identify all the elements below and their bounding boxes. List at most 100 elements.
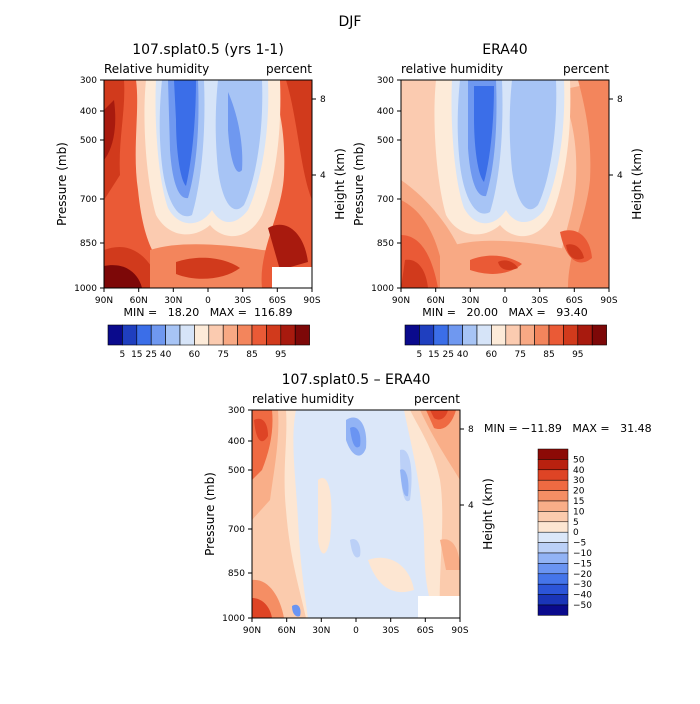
- panel-era40-y2tick-8: 8: [617, 95, 623, 105]
- panel-diff-colorbar-label: 5: [573, 518, 579, 528]
- panel-model-stats: MIN = 18.20 MAX = 116.89: [124, 306, 293, 319]
- panel-model-xtick-60s: 60S: [269, 296, 286, 306]
- panel-diff-colorbar-label: 30: [573, 476, 585, 486]
- panel-model-xtick-90s: 90S: [303, 296, 320, 306]
- panel-model-y2ticks: 8 4: [312, 95, 326, 181]
- panel-diff-ytick-500: 500: [228, 466, 245, 476]
- panel-era40-ytick-500: 500: [377, 136, 394, 146]
- panel-era40-right-label: percent: [563, 62, 609, 76]
- panel-model-colorbar-swatch: [294, 324, 310, 346]
- panel-model-colorbar-swatch: [222, 324, 238, 346]
- panel-diff-xtick-30s: 30S: [382, 626, 399, 636]
- panel-model-colorbar-swatch: [136, 324, 152, 346]
- panel-diff-colorbar-label: −30: [573, 580, 592, 590]
- panel-model-colorbar-label: 15: [131, 350, 142, 360]
- panel-diff-xtick-60s: 60S: [417, 626, 434, 636]
- panel-diff-colorbar-label: 50: [573, 455, 585, 465]
- figure-title: DJF: [339, 14, 362, 30]
- panel-model-ylabel: Pressure (mb): [55, 142, 69, 226]
- panel-era40-colorbar-label: 5: [417, 350, 423, 360]
- panel-era40-colorbar-swatch: [505, 324, 521, 346]
- panel-era40-colorbar-swatch: [476, 324, 492, 346]
- panel-era40-xtick-90s: 90S: [600, 296, 617, 306]
- panel-diff-colorbar-label: 40: [573, 466, 585, 476]
- panel-diff-y2tick-4: 4: [468, 501, 474, 511]
- panel-diff-colorbar-swatch: [537, 490, 569, 502]
- panel-diff-colorbar-swatch: [537, 552, 569, 564]
- panel-model-y2tick-8: 8: [320, 95, 326, 105]
- panel-model-left-label: Relative humidity: [104, 62, 209, 76]
- panel-era40-ytick-700: 700: [377, 195, 394, 205]
- panel-diff-y2ticks: 8 4: [460, 425, 474, 511]
- panel-diff-colorbar-swatch: [537, 583, 569, 595]
- panel-diff-colorbar-swatch: [537, 563, 569, 575]
- panel-era40-y2ticks: 8 4: [609, 95, 623, 181]
- panel-diff-colorbar-swatch: [537, 521, 569, 533]
- panel-model-ytick-300: 300: [80, 76, 97, 86]
- panel-model-colorbar: 5 15 25 40 60 75 85 95: [107, 324, 310, 360]
- panel-diff: 107.splat0.5 – ERA40 relative humidity p…: [203, 372, 652, 636]
- panel-diff-ytick-700: 700: [228, 525, 245, 535]
- panel-diff-left-label: relative humidity: [252, 392, 354, 406]
- panel-era40-ytick-1000: 1000: [371, 284, 394, 294]
- panel-model-colorbar-swatch: [122, 324, 138, 346]
- panel-model-colorbar-swatch: [150, 324, 166, 346]
- panel-model-y2label: Height (km): [333, 148, 347, 219]
- panel-diff-xtick-90s: 90S: [451, 626, 468, 636]
- panel-diff-title: 107.splat0.5 – ERA40: [282, 372, 431, 388]
- panel-diff-colorbar-swatch: [537, 448, 569, 460]
- panel-diff-colorbar-label: 15: [573, 497, 584, 507]
- panel-model-colorbar-label: 25: [145, 350, 156, 360]
- panel-era40-colorbar-label: 85: [543, 350, 554, 360]
- panel-era40-title: ERA40: [482, 42, 527, 58]
- panel-diff-colorbar-swatch: [537, 511, 569, 523]
- panel-era40-colorbar-swatch: [419, 324, 435, 346]
- panel-era40-colorbar-swatch: [577, 324, 593, 346]
- panel-diff-contours: [252, 410, 460, 618]
- panel-model-y2tick-4: 4: [320, 171, 326, 181]
- panel-era40-colorbar-swatch: [519, 324, 535, 346]
- panel-era40-xtick-60s: 60S: [566, 296, 583, 306]
- panel-diff-colorbar-swatch: [537, 531, 569, 543]
- panel-era40-stats: MIN = 20.00 MAX = 93.40: [422, 306, 587, 319]
- panel-era40-colorbar-swatch: [591, 324, 607, 346]
- panel-era40-colorbar-swatch: [404, 324, 420, 346]
- panel-diff-colorbar-swatch: [537, 469, 569, 481]
- panel-model-xtick-0: 0: [205, 296, 211, 306]
- panel-diff-ylabel: Pressure (mb): [203, 472, 217, 556]
- panel-model: 107.splat0.5 (yrs 1-1) Relative humidity…: [55, 42, 347, 360]
- panel-diff-colorbar-swatch: [537, 500, 569, 512]
- panel-model-colorbar-swatch: [208, 324, 224, 346]
- panel-era40-y2label: Height (km): [630, 148, 644, 219]
- panel-era40-colorbar: 5 15 25 40 60 75 85 95: [404, 324, 607, 360]
- panel-model-colorbar-swatch: [237, 324, 253, 346]
- panel-model-ytick-850: 850: [80, 239, 97, 249]
- panel-diff-colorbar-swatch: [537, 459, 569, 471]
- panel-diff-ytick-300: 300: [228, 406, 245, 416]
- panel-era40-xtick-30n: 30N: [461, 296, 479, 306]
- panel-era40-contours: [401, 80, 609, 288]
- panel-diff-right-label: percent: [414, 392, 460, 406]
- panel-model-right-label: percent: [266, 62, 312, 76]
- panel-model-ytick-700: 700: [80, 195, 97, 205]
- panel-diff-xtick-90n: 90N: [243, 626, 261, 636]
- panel-era40-ytick-850: 850: [377, 239, 394, 249]
- panel-diff-colorbar-label: −5: [573, 539, 586, 549]
- panel-diff-colorbar-label: −15: [573, 559, 592, 569]
- panel-diff-colorbar-label: −20: [573, 570, 592, 580]
- panel-model-colorbar-swatch: [165, 324, 181, 346]
- panel-model-title: 107.splat0.5 (yrs 1-1): [132, 42, 284, 58]
- panel-diff-xtick-60n: 60N: [278, 626, 296, 636]
- panel-model-colorbar-swatch: [179, 324, 195, 346]
- panel-era40-colorbar-swatch: [433, 324, 449, 346]
- panel-model-ytick-1000: 1000: [74, 284, 97, 294]
- panel-diff-xtick-30n: 30N: [312, 626, 330, 636]
- panel-era40-xtick-30s: 30S: [531, 296, 548, 306]
- panel-model-xtick-30s: 30S: [234, 296, 251, 306]
- panel-era40-colorbar-swatch: [563, 324, 579, 346]
- panel-era40-ytick-300: 300: [377, 76, 394, 86]
- panel-diff-colorbar-swatch: [537, 479, 569, 491]
- panel-diff-stats: MIN = −11.89 MAX = 31.48: [484, 422, 652, 435]
- panel-era40-ytick-400: 400: [377, 107, 394, 117]
